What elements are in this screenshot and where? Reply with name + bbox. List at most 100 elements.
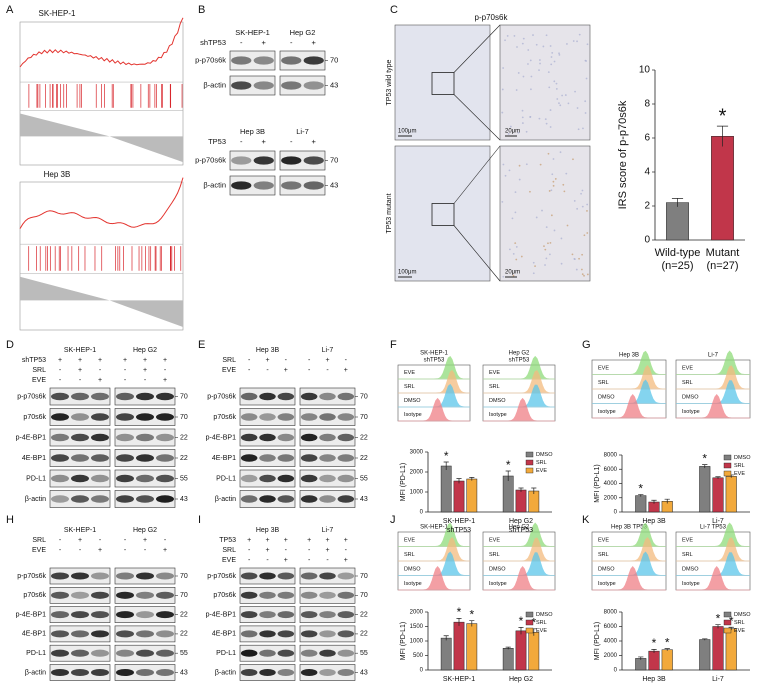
ihc-cell <box>544 118 547 121</box>
band <box>319 611 336 619</box>
ihc-cell <box>521 116 524 119</box>
ihc-cell <box>521 122 524 124</box>
ihc-cell <box>515 258 518 261</box>
scale-bar-label: 100μm <box>398 129 416 135</box>
ihc-cell <box>549 109 552 111</box>
ihc-cell <box>576 207 579 210</box>
treatment-sign: - <box>240 137 243 146</box>
treatment-sign: - <box>124 537 127 544</box>
band <box>136 572 154 580</box>
treatment-sign: - <box>290 137 293 146</box>
treatment-sign: - <box>59 377 62 384</box>
mw-label: 22 <box>180 611 188 618</box>
flow-row-label: Isotype <box>598 581 616 587</box>
cell-line: Li-7 <box>322 527 334 534</box>
mw-label: 70 <box>360 393 368 400</box>
band <box>240 433 258 442</box>
scale-bar-label: 100μm <box>398 270 416 276</box>
mw-label: 43 <box>180 496 188 503</box>
ihc-cell <box>545 34 548 37</box>
band-label: p70s6k <box>213 592 236 599</box>
legend-label: SRL <box>536 460 547 466</box>
bar <box>661 649 673 671</box>
ihc-cell <box>502 275 505 278</box>
error-bar <box>664 648 670 651</box>
ihc-cell <box>515 89 518 91</box>
y-tick-label: 1500 <box>410 624 424 630</box>
band-label: p-p70s6k <box>17 393 46 400</box>
band <box>300 591 318 599</box>
ihc-cell <box>532 272 535 275</box>
ihc-cell <box>527 49 530 51</box>
band <box>281 81 302 90</box>
ihc-cell <box>552 180 555 183</box>
y-tick-label: 4000 <box>604 639 618 645</box>
y-tick-label: 4 <box>644 167 650 178</box>
band <box>337 413 355 421</box>
bar <box>528 490 540 513</box>
ihc-cell <box>581 189 584 192</box>
ihc-cell <box>553 60 556 63</box>
ihc-cell <box>581 273 584 276</box>
y-tick-label: 2 <box>644 201 650 212</box>
band <box>51 454 69 462</box>
ihc-cell <box>501 200 504 203</box>
band <box>116 649 134 657</box>
y-tick-label: 1000 <box>410 639 424 645</box>
ihc-zoom-line <box>453 225 501 282</box>
treatment-sign: - <box>266 367 269 374</box>
x-tick-sublabel: (n=27) <box>706 260 738 272</box>
y-tick-label: 2000 <box>410 470 424 476</box>
band <box>71 474 89 483</box>
ihc-cell <box>541 209 543 212</box>
band <box>116 630 134 638</box>
flow-row-label: DMSO <box>682 394 699 400</box>
significance-mark: * <box>519 614 524 628</box>
band <box>136 668 154 677</box>
band <box>300 474 318 483</box>
ihc-zoom-line <box>453 145 501 204</box>
ihc-cell <box>556 98 559 100</box>
band <box>116 572 134 580</box>
ihc-cell <box>514 242 517 245</box>
flow-row-label: SRL <box>404 384 415 390</box>
flow-row-label: EVE <box>404 370 415 376</box>
significance-mark: * <box>457 605 462 619</box>
ihc-cell <box>501 88 504 91</box>
bar <box>466 478 478 513</box>
band <box>240 611 258 619</box>
ihc-cell <box>561 94 564 97</box>
ihc-cell <box>549 241 552 244</box>
treatment-sign: - <box>240 38 243 47</box>
cell-line: Hep 3B <box>240 127 265 136</box>
ihc-cell <box>532 261 535 264</box>
band-label: p-p70s6k <box>195 55 226 64</box>
band <box>91 495 109 503</box>
mw-label: 70 <box>330 155 338 164</box>
flow-row-label: EVE <box>682 537 693 543</box>
band <box>116 454 134 462</box>
band <box>303 156 324 165</box>
ihc-cell <box>522 75 525 78</box>
blot-membrane <box>229 75 276 96</box>
bar <box>453 621 465 671</box>
mw-label: 43 <box>360 496 368 503</box>
y-tick-label: 1000 <box>410 490 424 496</box>
gsea-title: SK-HEP-1 <box>39 9 76 18</box>
ihc-title: p-p70s6k <box>475 13 509 22</box>
gsea-curve <box>19 177 184 229</box>
band-label: p70s6k <box>23 592 46 599</box>
ihc-cell <box>501 111 504 114</box>
band <box>136 413 154 421</box>
ihc-cell <box>564 94 567 96</box>
legend-label: DMSO <box>536 452 553 458</box>
treatment-sign: + <box>344 367 348 374</box>
treatment-sign: + <box>98 357 102 364</box>
bar <box>466 623 478 671</box>
gsea-title: Hep 3B <box>44 170 71 179</box>
band <box>259 454 276 462</box>
treatment-sign: - <box>326 557 329 564</box>
treatment-sign: - <box>326 367 329 374</box>
band <box>259 668 276 677</box>
band <box>71 495 89 503</box>
